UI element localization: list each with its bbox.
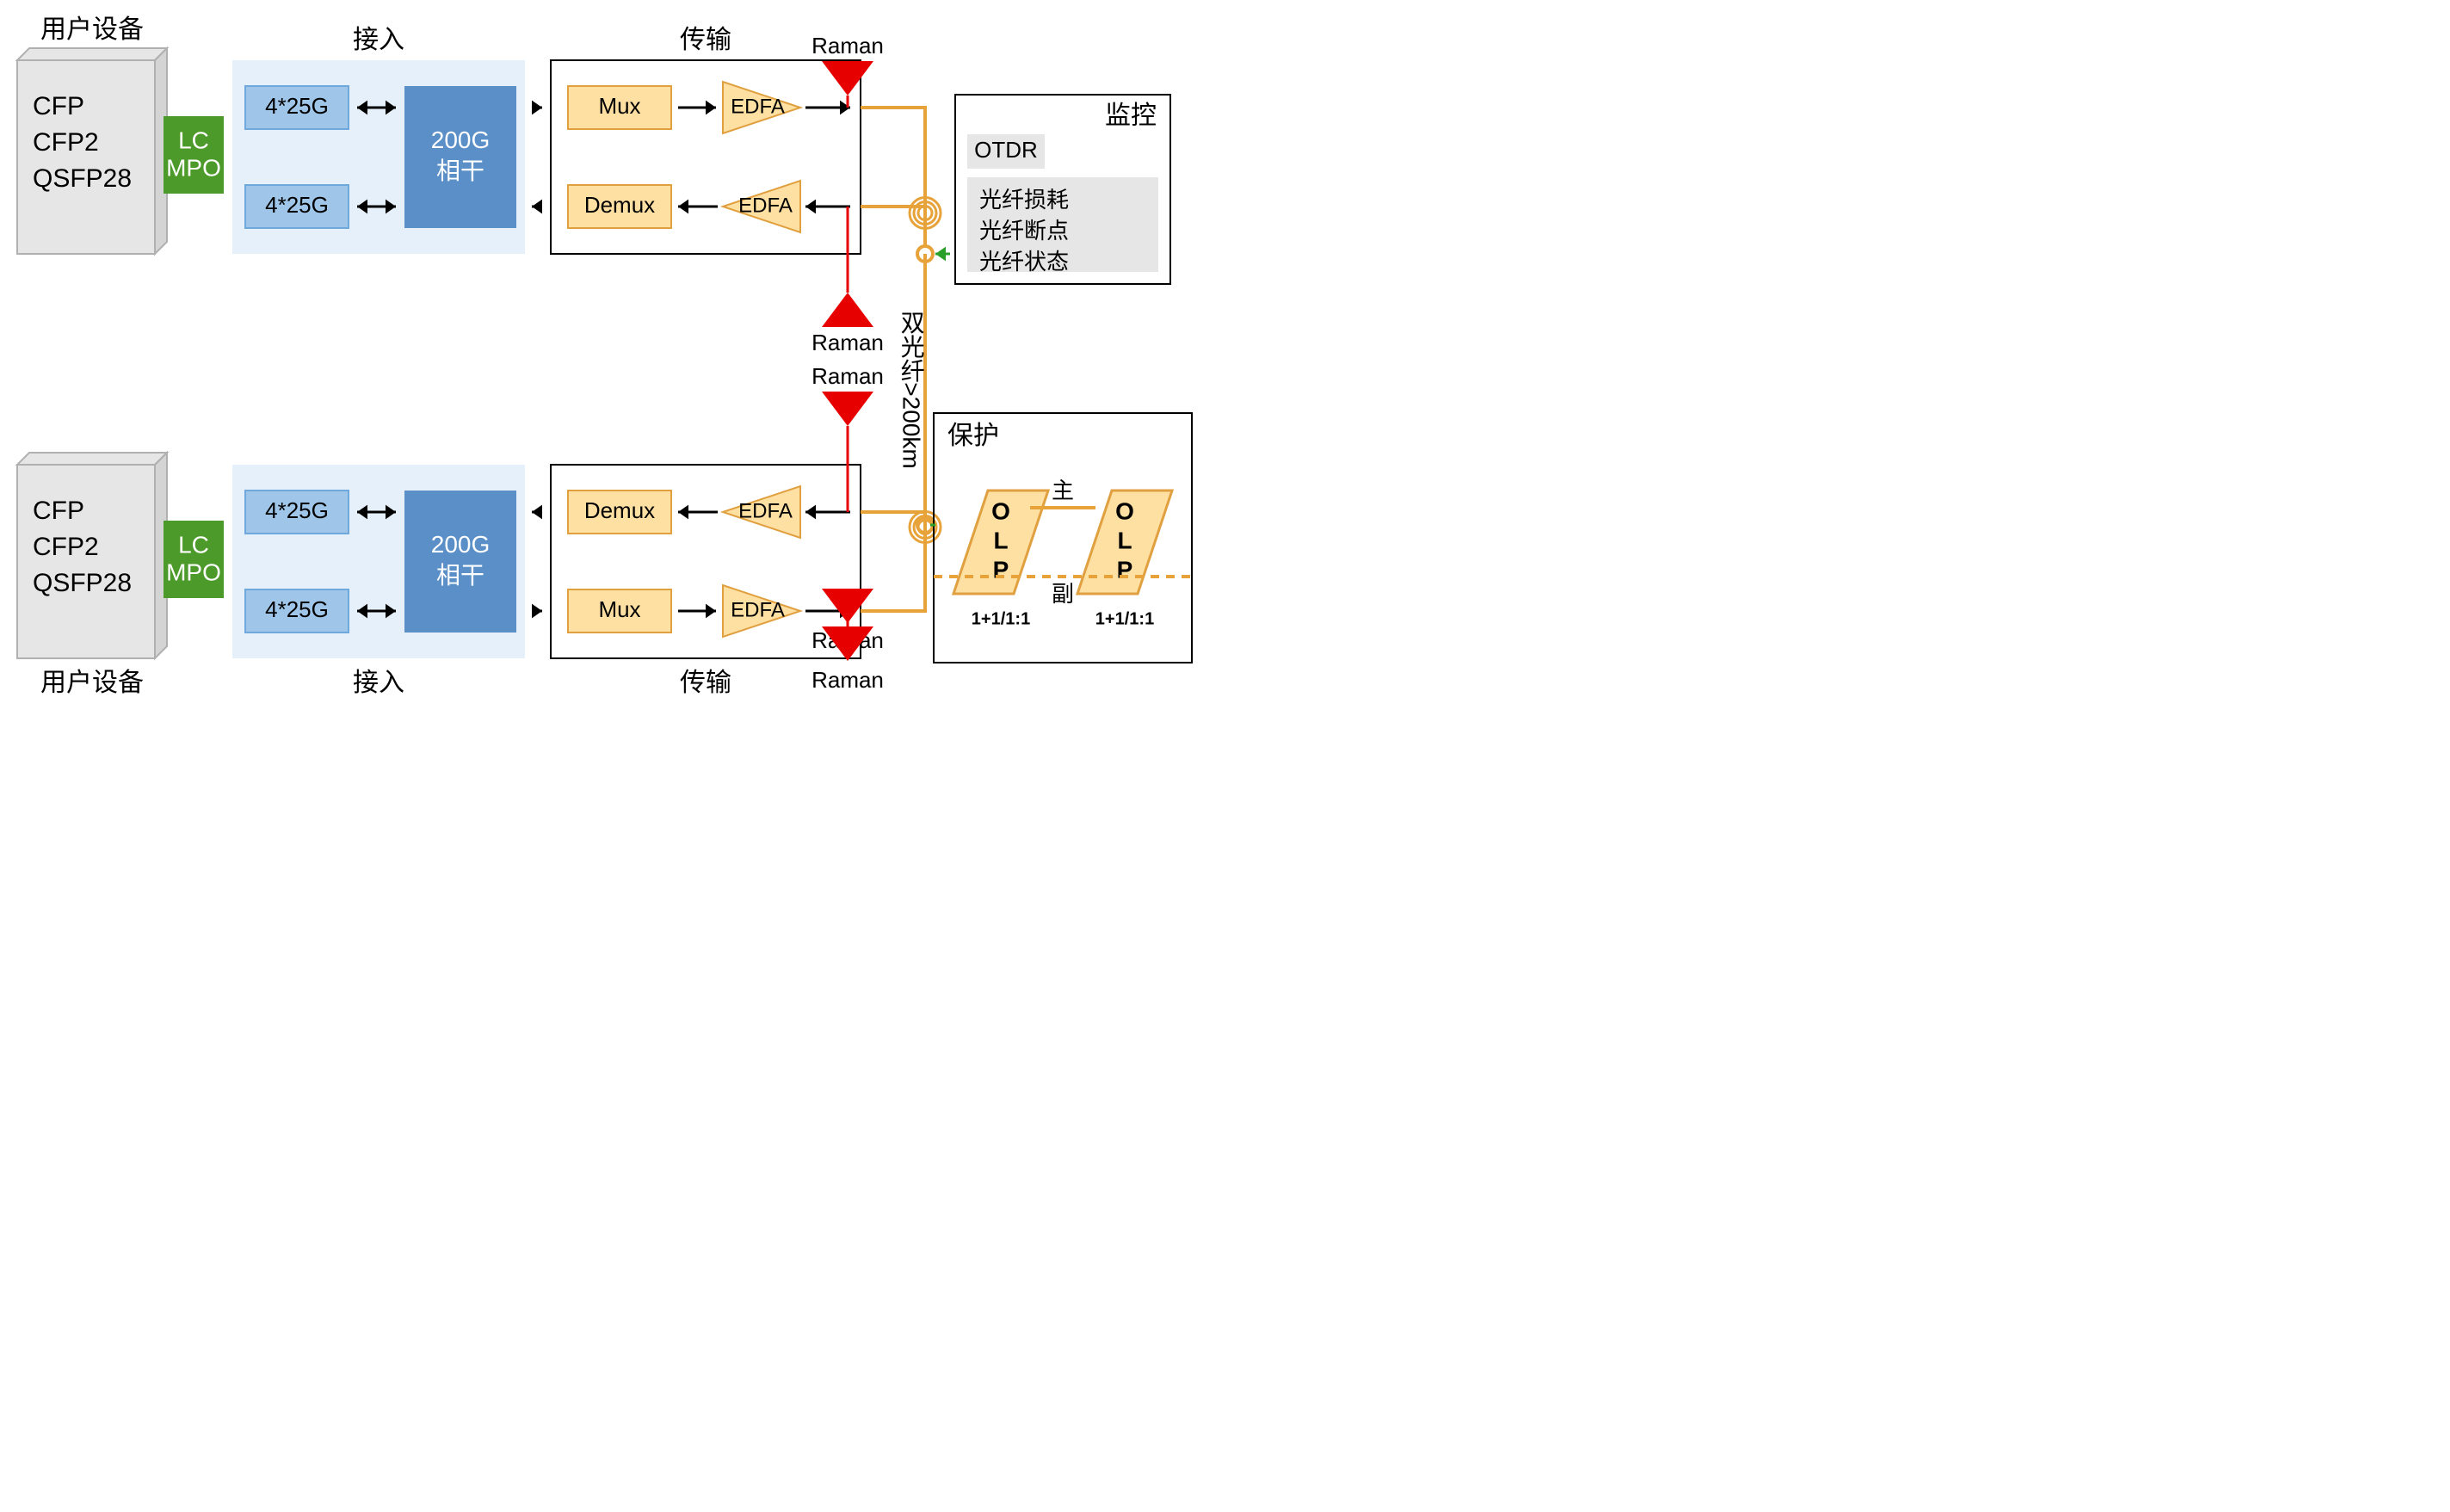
mux-label: Mux xyxy=(598,596,640,622)
fiber-length-label: 双光纤>200km xyxy=(898,310,925,468)
access-title: 接入 xyxy=(353,26,404,54)
cfp-label: CFP2 xyxy=(33,128,99,157)
cfp-label: CFP xyxy=(33,92,84,120)
user-device-title: 用户设备 xyxy=(40,669,144,697)
olp-letter: P xyxy=(1117,556,1133,583)
port-label: 4*25G xyxy=(265,596,329,622)
monitor-item: 光纤状态 xyxy=(979,249,1069,275)
access-title: 接入 xyxy=(353,669,404,697)
fiber-path xyxy=(861,108,925,254)
arrow-head xyxy=(532,200,542,214)
user-box-top xyxy=(17,453,167,465)
edfa-label: EDFA xyxy=(738,194,793,217)
port-label: 4*25G xyxy=(265,93,329,119)
raman-label: Raman xyxy=(812,330,884,355)
protection-title: 保护 xyxy=(947,422,999,450)
port-label: 4*25G xyxy=(265,497,329,523)
olp-secondary-label: 副 xyxy=(1052,581,1074,607)
mux-label: Mux xyxy=(598,93,640,119)
olp-letter: O xyxy=(1115,497,1134,524)
raman-triangle xyxy=(822,293,873,327)
arrow-head xyxy=(678,200,688,214)
edfa-label: EDFA xyxy=(738,499,793,522)
lc-label: LC xyxy=(178,127,209,153)
arrow-head xyxy=(706,101,716,115)
arrow-head xyxy=(935,247,946,262)
monitor-item: 光纤损耗 xyxy=(979,187,1069,213)
arrow-head xyxy=(805,200,816,214)
mux-label: Demux xyxy=(584,497,655,523)
core-label: 相干 xyxy=(436,562,484,589)
raman-triangle xyxy=(822,61,873,96)
arrow-head xyxy=(532,101,542,115)
cfp-label: CFP xyxy=(33,497,84,525)
monitor-title: 监控 xyxy=(1105,102,1157,130)
arrow-head xyxy=(706,604,716,619)
core-label: 200G xyxy=(431,531,491,558)
user-box-front xyxy=(17,465,155,658)
raman-label: Raman xyxy=(812,33,884,59)
user-box-top xyxy=(17,48,167,60)
cfp-label: QSFP28 xyxy=(33,569,132,597)
arrow-head xyxy=(532,505,542,520)
otdr-label: OTDR xyxy=(974,137,1038,163)
user-device-title: 用户设备 xyxy=(40,15,144,44)
transport-title: 传输 xyxy=(680,26,731,54)
arrow-head xyxy=(678,505,688,520)
user-box-front xyxy=(17,60,155,254)
olp-letter: L xyxy=(1117,527,1132,553)
port-label: 4*25G xyxy=(265,192,329,218)
edfa-label: EDFA xyxy=(731,95,785,118)
olp-ratio: 1+1/1:1 xyxy=(972,609,1030,628)
arrow-head xyxy=(805,505,816,520)
transport-title: 传输 xyxy=(680,669,731,697)
olp-letter: O xyxy=(991,497,1010,524)
cfp-label: QSFP28 xyxy=(33,164,132,193)
optical-transport-diagram: CFPCFP2QSFP28用户设备LCMPO接入4*25G4*25G200G相干… xyxy=(0,0,1274,792)
raman-label: Raman xyxy=(812,667,884,693)
arrow-head xyxy=(532,604,542,619)
olp-letter: P xyxy=(993,556,1009,583)
monitor-item: 光纤断点 xyxy=(979,218,1069,244)
core-label: 200G xyxy=(431,127,491,153)
olp-ratio: 1+1/1:1 xyxy=(1095,609,1154,628)
lc-label: LC xyxy=(178,531,209,558)
raman-triangle xyxy=(822,392,873,426)
edfa-label: EDFA xyxy=(731,598,785,621)
mpo-label: MPO xyxy=(166,154,221,181)
mux-label: Demux xyxy=(584,192,655,218)
cfp-label: CFP2 xyxy=(33,533,99,561)
core-label: 相干 xyxy=(436,157,484,184)
mpo-label: MPO xyxy=(166,559,221,585)
olp-letter: L xyxy=(993,527,1008,553)
olp-primary-label: 主 xyxy=(1052,478,1074,503)
raman-label: Raman xyxy=(812,363,884,389)
